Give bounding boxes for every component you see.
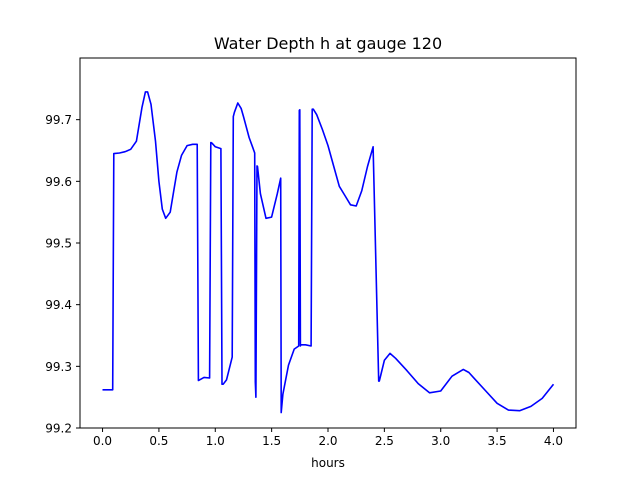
x-axis: 0.0 0.5 1.0 1.5 2.0 2.5 3.0 3.5 4.0 bbox=[93, 428, 563, 448]
y-tick-label: 99.7 bbox=[45, 113, 72, 127]
y-axis: 99.2 99.3 99.4 99.5 99.6 99.7 bbox=[45, 113, 80, 436]
chart-title: Water Depth h at gauge 120 bbox=[214, 34, 442, 53]
axes-frame bbox=[79, 57, 577, 429]
x-tick-label: 3.5 bbox=[488, 434, 507, 448]
x-tick-label: 1.5 bbox=[262, 434, 281, 448]
x-axis-label: hours bbox=[311, 456, 345, 470]
x-tick-label: 3.0 bbox=[431, 434, 450, 448]
y-tick-label: 99.5 bbox=[45, 237, 72, 251]
y-tick-label: 99.3 bbox=[45, 360, 72, 374]
x-tick-label: 2.0 bbox=[318, 434, 337, 448]
y-tick-label: 99.6 bbox=[45, 175, 72, 189]
x-tick-label: 0.0 bbox=[93, 434, 112, 448]
x-tick-label: 2.5 bbox=[375, 434, 394, 448]
plot-lines bbox=[102, 91, 555, 414]
x-tick-label: 1.0 bbox=[206, 434, 225, 448]
y-tick-label: 99.4 bbox=[45, 298, 72, 312]
x-tick-label: 4.0 bbox=[544, 434, 563, 448]
y-tick-label: 99.2 bbox=[45, 422, 72, 436]
x-tick-label: 0.5 bbox=[149, 434, 168, 448]
series-line bbox=[102, 91, 555, 414]
